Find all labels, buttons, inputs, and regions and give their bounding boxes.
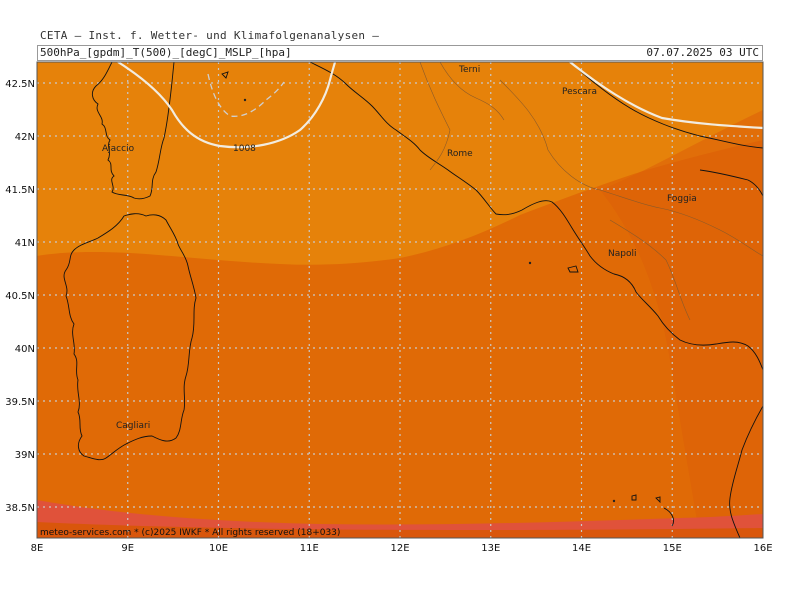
lon-tick-label: 11E — [300, 543, 319, 554]
sicily-coast — [663, 507, 675, 527]
aeolian-island-1 — [631, 494, 637, 501]
city-dot-south — [612, 499, 616, 503]
lon-tick-label: 13E — [481, 543, 500, 554]
city-label-pescara: Pescara — [562, 87, 597, 97]
corsica-coast — [91, 62, 175, 200]
map-frame — [36, 61, 764, 539]
field-band-light — [37, 62, 763, 265]
isobar-1008-west — [117, 62, 337, 149]
latitude-axis: 42.5N 42N 41.5N 41N 40.5N 40N 39.5N 39N 38.5N — [5, 79, 35, 514]
gargano-coast — [699, 169, 763, 197]
city-label-ajaccio: Ajaccio — [102, 144, 135, 154]
lat-tick-label: 41.5N — [5, 185, 35, 196]
copyright-footer: meteo-services.com * (c)2025 IWKF * All … — [40, 528, 340, 538]
sardinia-coast — [63, 213, 197, 461]
field-band-dark-right — [600, 110, 763, 538]
lat-tick-label: 42.5N — [5, 79, 35, 90]
parameter-label: 500hPa_[gpdm]_T(500)_[degC]_MSLP_[hpa] — [40, 46, 292, 59]
city-dot-generic — [243, 98, 247, 102]
city-dot-napoli-area — [528, 261, 532, 265]
lat-tick-label: 41N — [15, 238, 35, 249]
city-label-rome: Rome — [447, 149, 473, 159]
coastlines — [63, 62, 763, 538]
city-dots — [243, 98, 616, 503]
boundary-2 — [499, 79, 601, 191]
city-label-cagliari: Cagliari — [116, 421, 150, 431]
chart-title: CETA — Inst. f. Wetter- und Klimafolgena… — [40, 29, 380, 42]
city-label-terni: Terni — [458, 65, 480, 75]
boundary-5 — [439, 62, 505, 121]
isobar-east — [569, 62, 763, 130]
coordinate-grid — [37, 62, 763, 538]
lon-tick-label: 15E — [663, 543, 682, 554]
aeolian-island-2 — [655, 496, 661, 504]
isobars — [117, 62, 763, 149]
region-boundaries — [419, 62, 763, 321]
lon-tick-label: 16E — [753, 543, 772, 554]
geopotential-dashed — [207, 73, 285, 117]
lon-tick-label: 14E — [572, 543, 591, 554]
lat-tick-label: 42N — [15, 132, 35, 143]
lon-tick-label: 8E — [31, 543, 44, 554]
boundary-3 — [599, 189, 763, 257]
longitude-axis: 8E 9E 10E 11E 12E 13E 14E 15E 16E — [31, 543, 773, 554]
lat-tick-label: 39N — [15, 450, 35, 461]
isobar-label: 1008 — [233, 144, 256, 154]
lat-tick-label: 39.5N — [5, 397, 35, 408]
elba-island — [221, 71, 229, 79]
lon-tick-label: 9E — [121, 543, 134, 554]
lon-tick-label: 10E — [209, 543, 228, 554]
italy-west-coast — [309, 62, 763, 371]
calabria-coast — [729, 405, 763, 538]
boundary-1 — [419, 62, 451, 171]
lat-tick-label: 40.5N — [5, 291, 35, 302]
city-label-foggia: Foggia — [667, 194, 697, 204]
city-label-napoli: Napoli — [608, 249, 636, 259]
adriatic-coast — [569, 62, 763, 149]
lon-tick-label: 12E — [390, 543, 409, 554]
boundary-4 — [609, 219, 691, 321]
parameter-bar: 500hPa_[gpdm]_T(500)_[degC]_MSLP_[hpa] 0… — [37, 45, 763, 61]
temperature-field — [37, 62, 763, 538]
lat-tick-label: 38.5N — [5, 503, 35, 514]
lat-tick-label: 40N — [15, 344, 35, 355]
valid-time: 07.07.2025 03 UTC — [646, 46, 759, 59]
capri-island — [567, 265, 579, 273]
